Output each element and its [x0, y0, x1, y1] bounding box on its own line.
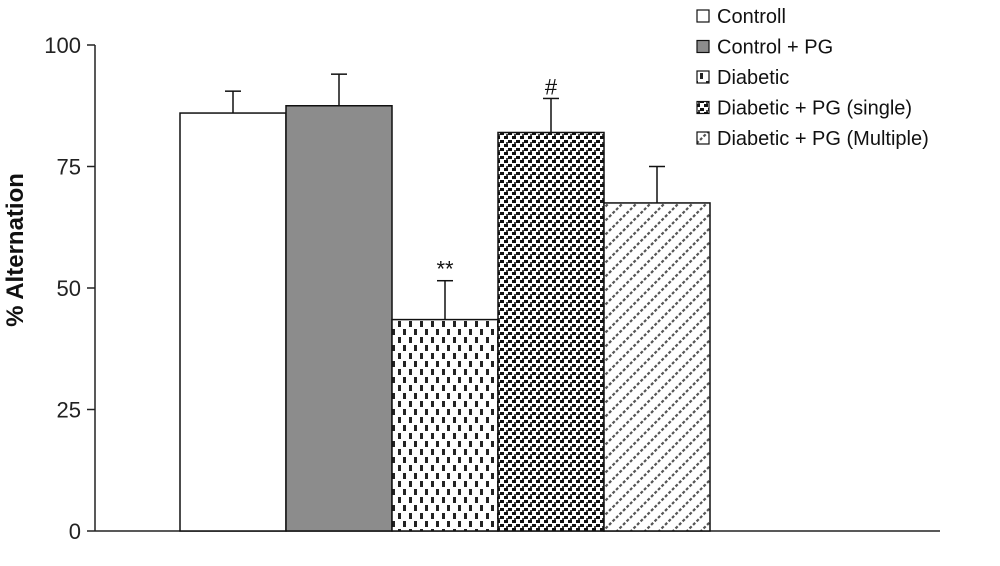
legend-label: Diabetic + PG (single)	[717, 98, 912, 120]
y-axis-label: % Alternation	[2, 173, 29, 327]
bar	[603, 202, 711, 532]
legend-swatch	[696, 100, 710, 115]
y-tick-label: 75	[57, 155, 81, 180]
legend-label: Controll	[717, 6, 786, 28]
y-tick-label: 100	[44, 33, 81, 58]
y-tick-label: 25	[57, 398, 81, 423]
bar	[391, 318, 499, 532]
significance-marker: #	[545, 74, 558, 99]
legend-swatch	[696, 39, 710, 54]
bar	[497, 131, 605, 532]
bars: ** #	[179, 73, 711, 532]
bar	[179, 112, 287, 532]
y-tick-label: 0	[69, 519, 81, 544]
legend-label: Diabetic + PG (Multiple)	[717, 128, 929, 150]
y-tick-label: 50	[57, 276, 81, 301]
legend-label: Diabetic	[717, 67, 789, 89]
significance-marker: **	[436, 257, 454, 282]
bar	[285, 105, 393, 532]
legend-label: Control + PG	[717, 37, 833, 59]
legend: Controll Control + PG Diabetic Diabetic + P…	[696, 6, 929, 150]
legend-swatch	[696, 9, 710, 23]
legend-swatch	[696, 131, 710, 145]
legend-swatch	[696, 70, 710, 84]
